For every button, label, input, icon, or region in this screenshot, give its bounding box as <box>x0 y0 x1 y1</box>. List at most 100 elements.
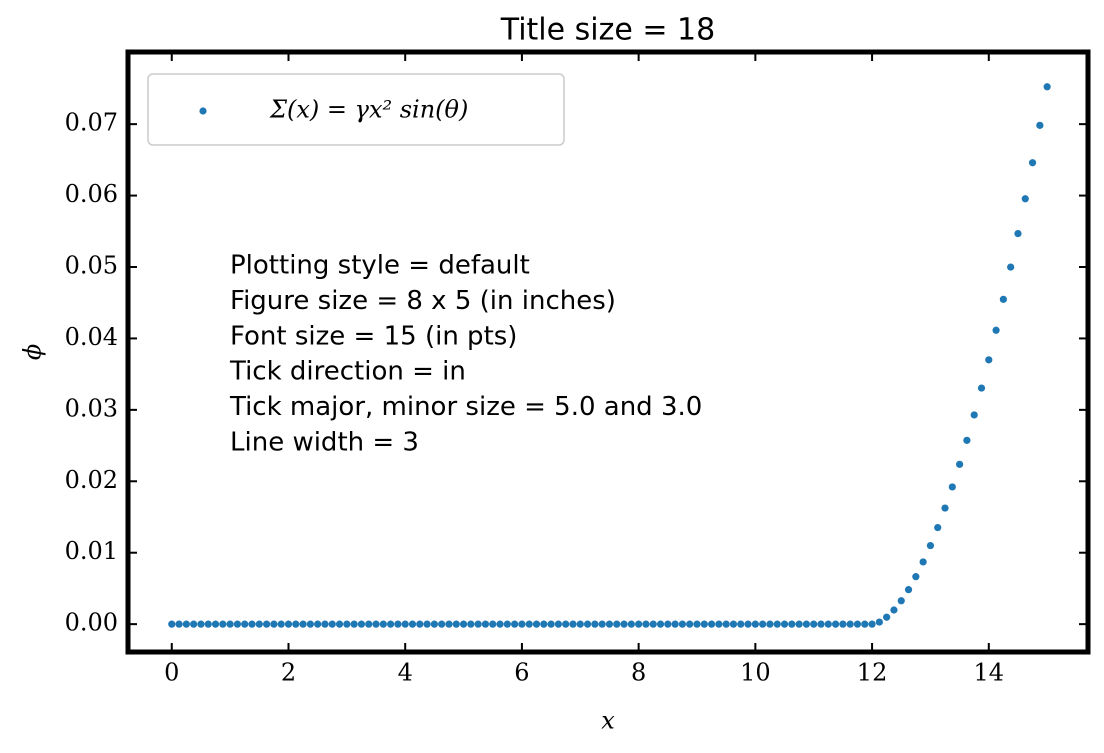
data-point <box>379 620 387 628</box>
data-point <box>569 620 577 628</box>
data-point <box>197 620 205 628</box>
data-point <box>306 620 314 628</box>
x-tick-label: 2 <box>281 659 296 687</box>
x-axis-label: x <box>601 707 615 735</box>
data-point <box>241 620 249 628</box>
data-point <box>729 620 738 628</box>
data-point <box>707 620 716 628</box>
data-point <box>445 620 453 628</box>
data-point <box>868 620 876 628</box>
data-point <box>897 597 905 605</box>
data-point <box>780 620 789 628</box>
data-point <box>423 620 431 628</box>
data-point <box>977 384 986 392</box>
y-tick-label: 0.04 <box>65 323 118 351</box>
data-point <box>583 620 592 628</box>
data-point <box>613 620 621 628</box>
data-point <box>795 620 803 628</box>
data-point <box>656 620 665 628</box>
data-point <box>970 411 978 419</box>
data-point <box>992 326 1000 334</box>
data-point <box>810 620 818 628</box>
annotation: Font size = 15 (in pts) <box>230 321 517 351</box>
data-point <box>277 620 285 628</box>
data-point <box>532 620 541 628</box>
data-point <box>452 620 460 628</box>
data-point <box>547 620 555 628</box>
annotation: Figure size = 8 x 5 (in inches) <box>230 286 616 316</box>
chart-title: Title size = 18 <box>500 13 715 48</box>
data-point <box>503 620 511 628</box>
data-point <box>394 620 402 628</box>
x-tick-label: 0 <box>164 659 179 687</box>
data-point <box>430 620 438 628</box>
data-point <box>824 620 832 628</box>
data-point <box>525 620 533 628</box>
data-point <box>263 620 271 628</box>
data-point <box>635 620 643 628</box>
x-tick-label: 4 <box>398 659 413 687</box>
data-point <box>474 620 482 628</box>
x-tick-label: 12 <box>857 659 888 687</box>
data-point <box>416 620 424 628</box>
legend-box <box>147 73 565 146</box>
y-tick-label: 0.02 <box>65 466 118 494</box>
data-point <box>642 620 650 628</box>
data-point <box>190 620 198 628</box>
annotation: Plotting style = default <box>230 251 530 281</box>
annotation: Tick major, minor size = 5.0 and 3.0 <box>229 392 702 422</box>
data-point <box>686 620 694 628</box>
data-point <box>314 620 322 628</box>
annotation: Tick direction = in <box>229 357 466 387</box>
data-point <box>839 620 847 628</box>
x-tick-label: 8 <box>631 659 646 687</box>
data-point <box>598 620 606 628</box>
data-point <box>438 620 446 628</box>
data-point <box>489 620 497 628</box>
data-point <box>963 436 971 444</box>
data-point <box>401 620 409 628</box>
data-point <box>627 620 635 628</box>
data-point <box>365 620 373 628</box>
data-point <box>926 541 935 550</box>
data-point <box>817 620 825 628</box>
y-axis-label: ϕ <box>19 344 47 360</box>
y-tick-label: 0.00 <box>65 609 118 637</box>
data-point <box>985 356 993 364</box>
data-point <box>853 620 862 628</box>
data-point <box>956 460 964 468</box>
data-point <box>175 620 183 628</box>
data-point <box>715 620 723 628</box>
data-point <box>751 620 759 628</box>
data-point <box>518 620 526 628</box>
data-point <box>861 620 869 628</box>
data-point <box>649 620 657 628</box>
data-point <box>737 620 745 628</box>
data-point <box>890 606 898 614</box>
legend-label: Σ(x) = γx² sin(θ) <box>269 96 468 124</box>
legend-marker <box>199 107 207 115</box>
data-point <box>620 620 628 628</box>
data-point <box>846 620 854 628</box>
data-point <box>372 620 380 628</box>
data-point <box>904 586 913 594</box>
data-point <box>678 620 687 628</box>
data-point <box>1021 195 1029 203</box>
data-point <box>350 620 358 628</box>
data-point <box>700 620 708 628</box>
data-point <box>182 620 190 628</box>
data-point <box>357 620 366 628</box>
data-point <box>802 620 811 628</box>
data-point <box>1043 83 1051 91</box>
data-point <box>299 620 307 628</box>
data-point <box>1007 263 1015 271</box>
axes-frame <box>125 49 1091 655</box>
data-point <box>722 620 730 628</box>
data-point <box>744 620 752 628</box>
data-point <box>467 620 475 628</box>
data-point <box>788 620 796 628</box>
data-point <box>1028 159 1037 167</box>
data-point <box>321 620 329 628</box>
x-tick-label: 10 <box>740 659 771 687</box>
